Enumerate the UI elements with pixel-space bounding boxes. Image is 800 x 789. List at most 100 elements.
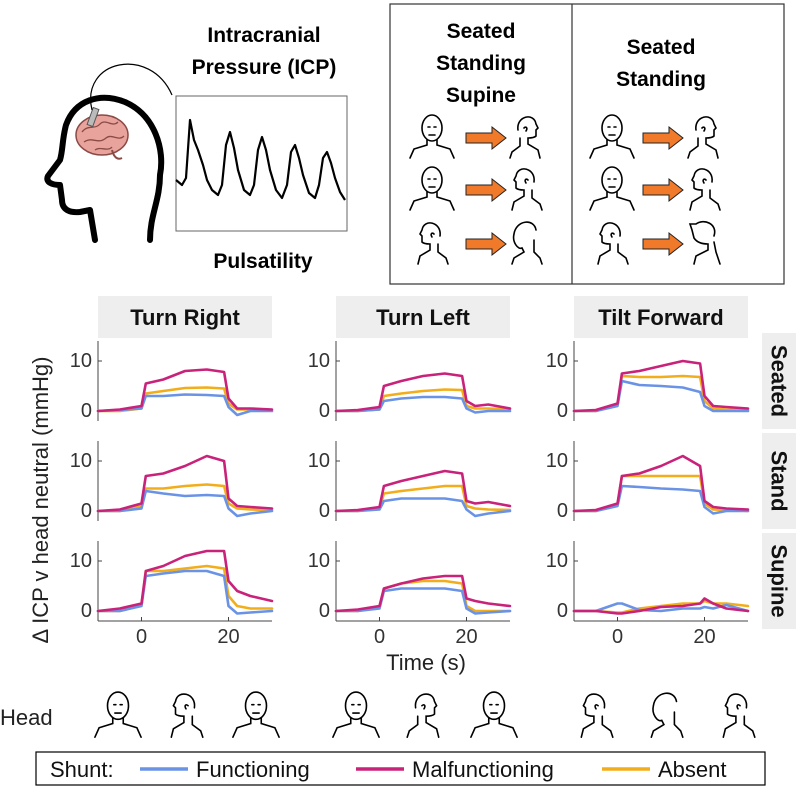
- box1-line1: Seated: [447, 20, 516, 43]
- head-front-icon: [589, 114, 635, 159]
- y-tick-label: 0: [319, 600, 330, 622]
- orange-arrow-icon: [642, 177, 684, 203]
- column-header: Turn Right: [98, 296, 272, 338]
- pulsatility-label: Pulsatility: [213, 250, 313, 273]
- series-line-malfunctioning: [572, 454, 750, 513]
- x-tick-label: 20: [217, 626, 239, 648]
- chart-panel: 0 10: [546, 441, 750, 522]
- posture-boxes: Seated Standing Supine Seated Standing: [389, 3, 785, 285]
- series-line-malfunctioning: [334, 372, 512, 413]
- head-side-icon: [689, 168, 721, 211]
- y-tick-label: 10: [70, 450, 92, 472]
- series-line-functioning: [96, 393, 274, 417]
- head-silhouette-icon: [44, 94, 165, 243]
- head-side-icon: [511, 168, 543, 211]
- head-side-icon: [509, 116, 541, 159]
- head-row-icons: [94, 691, 756, 738]
- series-line-absent: [334, 579, 512, 613]
- series-line-malfunctioning: [96, 454, 274, 513]
- head-side-icon: [722, 693, 756, 738]
- y-tick-label: 0: [557, 500, 568, 522]
- head-up-icon: [688, 220, 721, 265]
- y-tick-label: 10: [70, 350, 92, 372]
- series-line-absent: [96, 483, 274, 513]
- head-front-icon: [409, 114, 455, 159]
- icp-title-line2: Pressure (ICP): [192, 56, 337, 79]
- series-line-absent: [96, 564, 274, 613]
- orange-arrow-icon: [465, 125, 507, 151]
- orange-arrow-icon: [642, 125, 684, 151]
- legend-label-malfunctioning: Malfunctioning: [412, 757, 554, 782]
- y-tick-label: 0: [557, 400, 568, 422]
- chart-panel: 0 10 0 20: [308, 541, 512, 648]
- box2-line2: Standing: [616, 68, 706, 91]
- posture-box-frame: [389, 3, 785, 285]
- sensor-cable-icon: [86, 63, 173, 128]
- series-line-functioning: [572, 379, 750, 413]
- chart-panel: 0 10 0 20: [546, 541, 750, 648]
- orange-arrow-icon: [642, 231, 684, 257]
- y-axis-label: Δ ICP v head neutral (mmHg): [28, 357, 53, 644]
- chart-grid: Turn Right Turn Left Tilt Forward Seated Sta…: [70, 296, 796, 648]
- y-tick-label: 0: [81, 400, 92, 422]
- y-tick-label: 0: [557, 600, 568, 622]
- legend-title: Shunt:: [50, 757, 114, 782]
- y-tick-label: 0: [81, 500, 92, 522]
- icp-waveform-line: [175, 118, 346, 201]
- row-header-label: Supine: [767, 544, 792, 617]
- column-header-label: Turn Right: [130, 305, 240, 330]
- series-line-functioning: [334, 587, 512, 615]
- row-header: Seated: [762, 333, 796, 429]
- head-front-icon: [470, 691, 518, 738]
- head-front-icon: [332, 691, 380, 738]
- y-tick-label: 0: [319, 400, 330, 422]
- series-line-functioning: [96, 489, 274, 518]
- orange-arrow-icon: [465, 231, 507, 257]
- head-illustration: [44, 63, 173, 243]
- legend: Shunt: Functioning Malfunctioning Absent: [35, 751, 766, 786]
- column-header: Turn Left: [336, 296, 510, 338]
- head-front-icon: [589, 166, 635, 211]
- series-line-absent: [572, 474, 750, 513]
- row-header-label: Stand: [767, 450, 792, 511]
- series-line-functioning: [572, 602, 750, 613]
- box1-line3: Supine: [446, 84, 516, 107]
- box1-line2: Standing: [436, 52, 526, 75]
- chart-panel: 0 10: [308, 441, 512, 522]
- chart-panel: 0 10: [546, 341, 750, 422]
- head-side-icon: [406, 693, 440, 738]
- icp-waveform-frame: [175, 95, 348, 232]
- x-axis-label: Time (s): [386, 650, 466, 675]
- series-line-malfunctioning: [572, 597, 750, 615]
- y-tick-label: 0: [81, 600, 92, 622]
- y-tick-label: 10: [308, 350, 330, 372]
- row-header-bg: [762, 333, 796, 429]
- head-side-icon: [597, 222, 629, 265]
- x-tick-label: 0: [374, 626, 385, 648]
- chart-panel: 0 10: [70, 341, 274, 422]
- series-line-functioning: [334, 395, 512, 414]
- y-tick-label: 10: [546, 550, 568, 572]
- legend-label-functioning: Functioning: [196, 757, 310, 782]
- icp-title-line1: Intracranial: [207, 24, 320, 47]
- row-header: Supine: [762, 533, 796, 629]
- column-header-label: Tilt Forward: [598, 305, 724, 330]
- y-tick-label: 10: [308, 550, 330, 572]
- orange-arrow-icon: [465, 177, 507, 203]
- column-header-bg: [574, 296, 748, 338]
- head-down-icon: [650, 692, 684, 738]
- column-header-bg: [98, 296, 272, 338]
- head-side-icon: [170, 693, 204, 738]
- series-line-functioning: [334, 497, 512, 518]
- x-tick-label: 0: [612, 626, 623, 648]
- head-side-icon: [417, 222, 449, 265]
- series-line-malfunctioning: [572, 359, 750, 413]
- head-down-icon: [511, 221, 543, 265]
- head-front-icon: [94, 691, 142, 738]
- column-header-label: Turn Left: [376, 305, 470, 330]
- x-tick-label: 0: [136, 626, 147, 648]
- series-line-functioning: [96, 569, 274, 615]
- head-front-icon: [409, 166, 455, 211]
- column-header-bg: [336, 296, 510, 338]
